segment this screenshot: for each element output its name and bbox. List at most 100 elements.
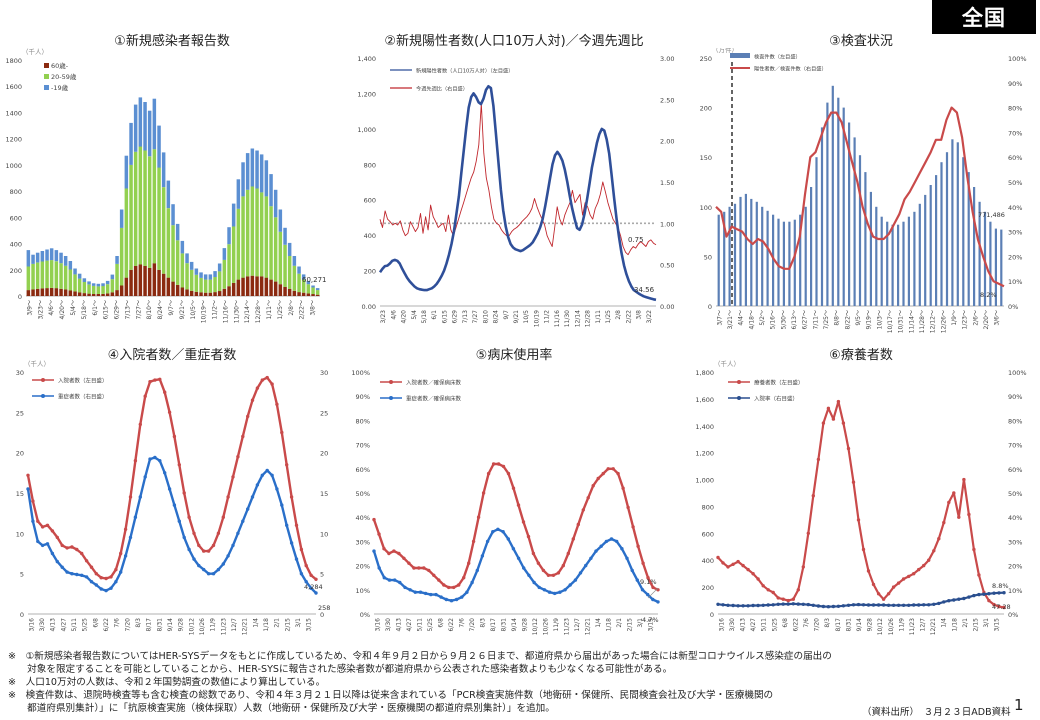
bed-ratio-point bbox=[467, 561, 471, 565]
hospitalized-point bbox=[114, 567, 118, 572]
x-tick-label: 11/30～ bbox=[233, 300, 240, 323]
severe-ratio-point bbox=[439, 595, 443, 599]
bed-ratio-point bbox=[437, 578, 441, 582]
bed-ratio-point bbox=[447, 585, 451, 590]
y-tick-label: 5 bbox=[20, 571, 24, 579]
hospitalized-point bbox=[221, 515, 225, 519]
bed-ratio-point bbox=[621, 486, 625, 490]
severe-ratio-point bbox=[646, 592, 650, 597]
test-count-bar bbox=[772, 214, 775, 306]
y2-tick-label: 80% bbox=[1008, 417, 1022, 425]
test-count-bar bbox=[837, 97, 840, 306]
admission-rate-point bbox=[907, 603, 911, 607]
test-count-bar bbox=[924, 194, 927, 306]
recuperating-line bbox=[717, 400, 1005, 609]
x-tick-label: 2/15 bbox=[973, 618, 980, 632]
bar-segment bbox=[283, 286, 287, 296]
severe-point bbox=[309, 586, 313, 590]
y2-tick-label: 1.00 bbox=[660, 220, 674, 228]
bar-segment bbox=[129, 269, 133, 296]
y2-tick-label: 60% bbox=[1008, 154, 1022, 162]
bed-ratio-point bbox=[402, 556, 406, 560]
hospitalized-point bbox=[128, 495, 133, 499]
bar-segment bbox=[227, 227, 231, 245]
x-tick-label: 12/21 bbox=[585, 618, 592, 635]
bar-segment bbox=[171, 204, 175, 226]
hospitalized-point bbox=[167, 410, 172, 414]
bar-segment bbox=[315, 288, 320, 291]
x-tick-label: 6/8 bbox=[92, 618, 99, 628]
y-tick-label: 600 bbox=[10, 214, 22, 222]
severe-point bbox=[31, 519, 35, 523]
severe-point bbox=[26, 487, 30, 491]
test-count-bar bbox=[1000, 229, 1003, 306]
bar-segment bbox=[273, 281, 278, 296]
bed-ratio-point bbox=[591, 484, 595, 488]
severe-point bbox=[206, 572, 211, 576]
test-count-bar bbox=[902, 221, 905, 306]
severe-point bbox=[94, 583, 99, 587]
bed-ratio-point bbox=[481, 491, 486, 495]
x-tick-label: 6/29 bbox=[452, 310, 459, 324]
severe-point bbox=[250, 495, 255, 499]
recuperating-point bbox=[791, 597, 795, 601]
recuperating-point bbox=[771, 590, 775, 595]
x-tick-label: 5/11 bbox=[416, 618, 423, 632]
x-tick-label: 11/9 bbox=[210, 618, 217, 632]
y2-tick-label: 0 bbox=[320, 611, 324, 619]
ratio-line bbox=[379, 103, 657, 256]
bed-ratio-point bbox=[501, 464, 506, 469]
severe-point bbox=[133, 515, 138, 519]
bar-segment bbox=[236, 279, 241, 296]
y-tick-label: 60% bbox=[356, 466, 370, 474]
severe-point bbox=[138, 495, 142, 499]
recuperating-point bbox=[876, 592, 881, 596]
hospitalized-point bbox=[182, 491, 186, 495]
bed-ratio-point bbox=[397, 551, 401, 556]
x-tick-label: 11/23 bbox=[220, 618, 227, 635]
legend-label: 60歳- bbox=[51, 61, 69, 70]
x-tick-label: 6/8 bbox=[782, 618, 789, 628]
recuperating-point bbox=[751, 572, 755, 576]
admission-rate-point bbox=[937, 601, 941, 606]
test-count-bar bbox=[864, 172, 867, 306]
admission-rate-point bbox=[736, 604, 740, 608]
x-tick-label: 1/25～ bbox=[277, 300, 284, 319]
bar-segment bbox=[63, 265, 68, 290]
x-tick-label: 5/18 bbox=[421, 310, 428, 324]
severe-point bbox=[289, 541, 294, 545]
recuperating-point bbox=[766, 588, 770, 592]
severe-ratio-point bbox=[506, 537, 510, 541]
bar-segment bbox=[45, 260, 49, 289]
y-tick-label: 100 bbox=[700, 204, 712, 212]
y-tick-label: 800 bbox=[364, 161, 376, 169]
bar-segment bbox=[250, 186, 255, 276]
recuperating-point bbox=[796, 588, 800, 592]
x-tick-label: 9/14 bbox=[167, 618, 174, 632]
recuperating-point bbox=[896, 581, 901, 585]
bar-segment bbox=[40, 251, 45, 262]
bar-segment bbox=[287, 256, 292, 289]
bar-segment bbox=[96, 294, 101, 296]
recuperating-point bbox=[866, 569, 871, 573]
bar-segment bbox=[241, 162, 245, 197]
admission-rate-point bbox=[756, 603, 760, 608]
severe-ratio-point bbox=[651, 597, 655, 602]
panel-title: ④入院者数／重症者数 bbox=[107, 348, 237, 363]
severe-ratio-point bbox=[527, 573, 531, 577]
y-tick-label: 90% bbox=[356, 393, 370, 401]
bar-segment bbox=[222, 248, 227, 260]
hospitalized-point bbox=[75, 547, 79, 552]
x-tick-label: 1/4 bbox=[252, 618, 259, 628]
test-count-bar bbox=[880, 216, 883, 306]
bar-segment bbox=[152, 98, 157, 150]
bar-segment bbox=[77, 273, 82, 279]
x-tick-label: 11/14～ bbox=[908, 310, 915, 333]
x-tick-label: 6/22 bbox=[448, 618, 455, 632]
bar-segment bbox=[185, 263, 189, 290]
bed-ratio-point bbox=[407, 561, 411, 565]
bar-segment bbox=[87, 281, 91, 285]
y-tick-label: 30% bbox=[356, 538, 370, 546]
y-tick-label: 10 bbox=[16, 530, 24, 538]
severe-ratio-point bbox=[516, 556, 521, 560]
